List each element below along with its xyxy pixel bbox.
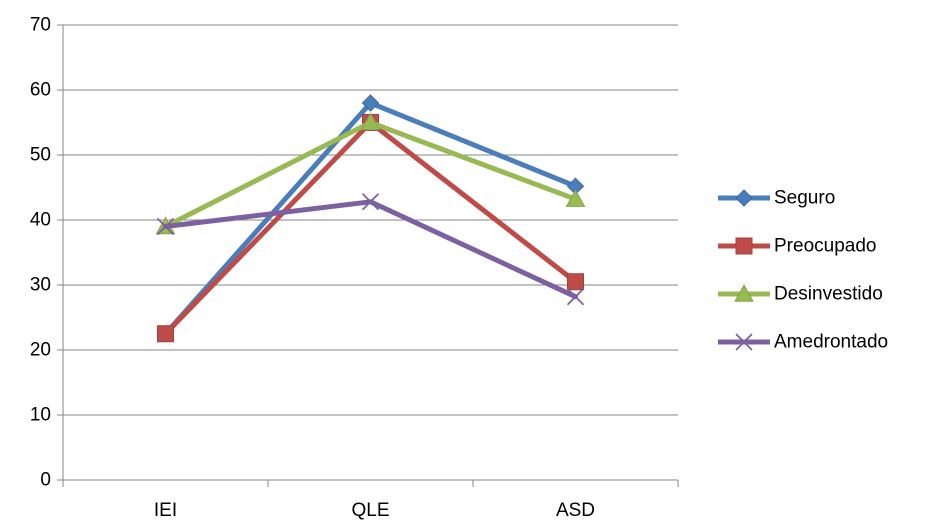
y-tick-label: 10 bbox=[30, 405, 51, 426]
series-line bbox=[163, 199, 578, 300]
grid-lines bbox=[63, 24, 678, 416]
legend-marker bbox=[735, 189, 753, 207]
data-point bbox=[565, 189, 586, 207]
series-line bbox=[163, 120, 578, 229]
x-tick-labels: IEI QLE ASD bbox=[154, 500, 595, 521]
y-tick-labels: 0 10 20 30 40 50 60 70 bbox=[30, 15, 51, 491]
legend-marker bbox=[735, 333, 753, 351]
legend-marker bbox=[734, 283, 754, 302]
axes bbox=[57, 24, 679, 487]
y-tick-label: 70 bbox=[30, 15, 51, 36]
data-point bbox=[361, 193, 380, 211]
legend-item-preocupado: Preocupado bbox=[718, 236, 876, 257]
legend-item-desinvestido: Desinvestido bbox=[718, 284, 883, 305]
y-tick-label: 30 bbox=[30, 275, 51, 296]
y-tick-label: 20 bbox=[30, 340, 51, 361]
data-point bbox=[566, 288, 585, 306]
x-tick-label: IEI bbox=[154, 500, 177, 521]
series-preocupado bbox=[157, 114, 584, 343]
x-tick-label: QLE bbox=[351, 500, 389, 521]
series-line bbox=[163, 120, 578, 337]
data-point bbox=[567, 273, 584, 291]
legend-label: Preocupado bbox=[774, 236, 876, 257]
data-point bbox=[360, 112, 381, 131]
series-amedrontado bbox=[156, 193, 585, 306]
y-tick-label: 40 bbox=[30, 210, 51, 231]
legend-marker bbox=[735, 237, 753, 255]
series-desinvestido bbox=[155, 112, 586, 235]
data-point bbox=[156, 217, 175, 236]
y-tick-label: 60 bbox=[30, 80, 51, 101]
legend-label: Desinvestido bbox=[774, 284, 883, 305]
legend-item-amedrontado: Amedrontado bbox=[718, 332, 888, 353]
legend: Seguro Preocupado Desinvestido Amedrontado bbox=[718, 188, 888, 353]
y-tick-label: 0 bbox=[40, 470, 51, 491]
legend-label: Amedrontado bbox=[774, 332, 888, 353]
data-point bbox=[361, 94, 380, 112]
data-point bbox=[157, 325, 174, 343]
series-group bbox=[155, 94, 586, 343]
y-tick-label: 50 bbox=[30, 145, 51, 166]
legend-label: Seguro bbox=[774, 188, 835, 209]
x-tick-label: ASD bbox=[556, 500, 595, 521]
legend-item-seguro: Seguro bbox=[718, 188, 835, 209]
